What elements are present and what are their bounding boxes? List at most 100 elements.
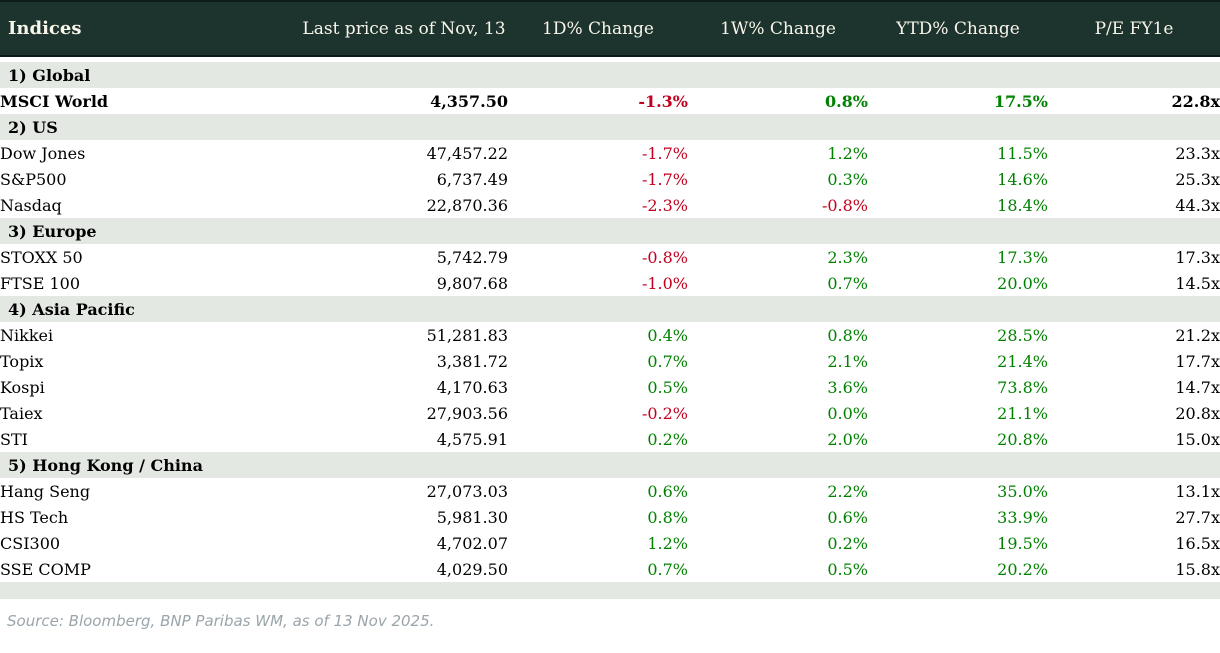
last-price-value: 4,575.91 [436, 429, 508, 449]
section-row: 4) Asia Pacific [0, 296, 1220, 322]
1w-change-value: 0.5% [827, 559, 868, 579]
index-row: STOXX 50 5,742.79 -0.8% 2.3% 17.3% 17.3x [0, 244, 1220, 270]
pe-fy1e-value: 15.8x [1175, 559, 1220, 579]
1d-change-value: 0.5% [647, 377, 688, 397]
index-row: SSE COMP 4,029.50 0.7% 0.5% 20.2% 15.8x [0, 556, 1220, 582]
index-name: Topix [0, 351, 44, 371]
1w-change-value: 0.7% [827, 273, 868, 293]
1d-change-value: 0.8% [647, 507, 688, 527]
index-row: S&P500 6,737.49 -1.7% 0.3% 14.6% 25.3x [0, 166, 1220, 192]
last-price-value: 4,702.07 [436, 533, 508, 553]
last-price-value: 6,737.49 [436, 169, 508, 189]
last-price-value: 5,742.79 [436, 247, 508, 267]
section-label: 1) Global [8, 65, 91, 85]
index-row: MSCI World 4,357.50 -1.3% 0.8% 17.5% 22.… [0, 88, 1220, 114]
header-last-price: Last price as of Nov, 13 [300, 0, 508, 57]
ytd-change-value: 11.5% [997, 143, 1048, 163]
ytd-change-value: 35.0% [997, 481, 1048, 501]
ytd-change-value: 28.5% [997, 325, 1048, 345]
index-name: SSE COMP [0, 559, 91, 579]
index-name: CSI300 [0, 533, 61, 553]
index-row: Nikkei 51,281.83 0.4% 0.8% 28.5% 21.2x [0, 322, 1220, 348]
header-gap [0, 56, 1220, 62]
index-name: Nasdaq [0, 195, 62, 215]
ytd-change-value: 17.3% [997, 247, 1048, 267]
index-row: Dow Jones 47,457.22 -1.7% 1.2% 11.5% 23.… [0, 140, 1220, 166]
section-row: 1) Global [0, 62, 1220, 88]
indices-report-page: Indices Last price as of Nov, 13 1D% Cha… [0, 0, 1220, 630]
table-header-row: Indices Last price as of Nov, 13 1D% Cha… [0, 0, 1220, 57]
1d-change-value: 0.7% [647, 351, 688, 371]
pe-fy1e-value: 25.3x [1175, 169, 1220, 189]
index-row: CSI300 4,702.07 1.2% 0.2% 19.5% 16.5x [0, 530, 1220, 556]
last-price-value: 51,281.83 [426, 325, 508, 345]
index-row: Kospi 4,170.63 0.5% 3.6% 73.8% 14.7x [0, 374, 1220, 400]
1w-change-value: 0.6% [827, 507, 868, 527]
header-1d-change: 1D% Change [508, 0, 688, 57]
1d-change-value: 0.2% [647, 429, 688, 449]
1w-change-value: 1.2% [827, 143, 868, 163]
pe-fy1e-value: 17.3x [1175, 247, 1220, 267]
1d-change-value: 0.6% [647, 481, 688, 501]
pe-fy1e-value: 15.0x [1175, 429, 1220, 449]
1d-change-value: -0.2% [641, 403, 688, 423]
1w-change-value: 2.0% [827, 429, 868, 449]
section-label: 3) Europe [8, 221, 97, 241]
indices-table: Indices Last price as of Nov, 13 1D% Cha… [0, 0, 1220, 599]
ytd-change-value: 14.6% [997, 169, 1048, 189]
pe-fy1e-value: 23.3x [1175, 143, 1220, 163]
1w-change-value: 0.0% [827, 403, 868, 423]
header-1w-change: 1W% Change [688, 0, 868, 57]
header-pe-fy1e: P/E FY1e [1048, 0, 1220, 57]
1d-change-value: -1.0% [641, 273, 688, 293]
ytd-change-value: 20.8% [997, 429, 1048, 449]
ytd-change-value: 21.4% [997, 351, 1048, 371]
ytd-change-value: 20.2% [997, 559, 1048, 579]
pe-fy1e-value: 16.5x [1175, 533, 1220, 553]
1w-change-value: -0.8% [821, 195, 868, 215]
ytd-change-value: 19.5% [997, 533, 1048, 553]
section-row: 3) Europe [0, 218, 1220, 244]
pe-fy1e-value: 13.1x [1175, 481, 1220, 501]
1d-change-value: 0.7% [647, 559, 688, 579]
1d-change-value: -0.8% [641, 247, 688, 267]
index-row: Hang Seng 27,073.03 0.6% 2.2% 35.0% 13.1… [0, 478, 1220, 504]
1w-change-value: 0.8% [827, 325, 868, 345]
ytd-change-value: 20.0% [997, 273, 1048, 293]
index-name: HS Tech [0, 507, 69, 527]
1d-change-value: -2.3% [641, 195, 688, 215]
1w-change-value: 2.2% [827, 481, 868, 501]
header-indices: Indices [0, 0, 300, 57]
index-name: Dow Jones [0, 143, 86, 163]
last-price-value: 27,903.56 [426, 403, 508, 423]
section-label: 2) US [8, 117, 58, 137]
1w-change-value: 0.8% [824, 91, 868, 111]
index-row: FTSE 100 9,807.68 -1.0% 0.7% 20.0% 14.5x [0, 270, 1220, 296]
table-bottom-band [0, 582, 1220, 599]
1d-change-value: -1.3% [638, 91, 688, 111]
pe-fy1e-value: 27.7x [1175, 507, 1220, 527]
index-row: HS Tech 5,981.30 0.8% 0.6% 33.9% 27.7x [0, 504, 1220, 530]
1w-change-value: 2.1% [827, 351, 868, 371]
index-name: S&P500 [0, 169, 67, 189]
source-note: Source: Bloomberg, BNP Paribas WM, as of… [7, 612, 435, 630]
last-price-value: 3,381.72 [436, 351, 508, 371]
index-name: Kospi [0, 377, 45, 397]
1w-change-value: 0.2% [827, 533, 868, 553]
pe-fy1e-value: 14.5x [1175, 273, 1220, 293]
pe-fy1e-value: 21.2x [1175, 325, 1220, 345]
1w-change-value: 0.3% [827, 169, 868, 189]
1w-change-value: 2.3% [827, 247, 868, 267]
pe-fy1e-value: 44.3x [1175, 195, 1220, 215]
ytd-change-value: 33.9% [997, 507, 1048, 527]
last-price-value: 9,807.68 [436, 273, 508, 293]
index-name: Hang Seng [0, 481, 91, 501]
1d-change-value: -1.7% [641, 169, 688, 189]
ytd-change-value: 21.1% [997, 403, 1048, 423]
index-name: STI [0, 429, 28, 449]
pe-fy1e-value: 14.7x [1175, 377, 1220, 397]
1d-change-value: 0.4% [647, 325, 688, 345]
section-label: 4) Asia Pacific [8, 299, 135, 319]
ytd-change-value: 73.8% [997, 377, 1048, 397]
last-price-value: 4,357.50 [430, 91, 508, 111]
